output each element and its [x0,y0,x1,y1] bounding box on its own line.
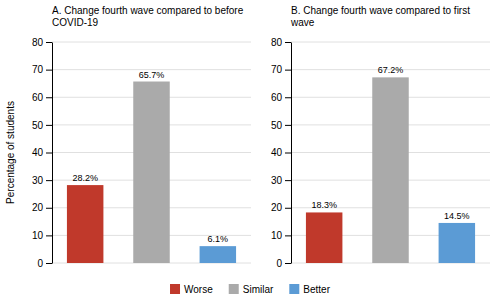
tick-mark [285,97,291,98]
tick-mark [46,42,52,43]
tick: 70 [271,64,291,75]
tick-label: 10 [271,230,283,241]
tick-label: 60 [32,92,44,103]
data-label: 67.2% [378,65,404,75]
tick-mark [46,70,52,71]
data-label: 14.5% [444,211,470,221]
tick-label: 30 [271,175,283,186]
tick-mark [285,235,291,236]
title: B. Change fourth wave compared to first … [290,5,473,28]
chart: 0 10 20 30 40 50 60 70 80 28.2% 65.7% 6.1% A. Change… [0,0,500,303]
tick-label: 70 [32,64,44,75]
legend-item: Worse [170,284,213,295]
bar [372,77,408,263]
tick-mark [285,180,291,181]
bar [439,223,475,263]
grid-line [291,42,490,43]
legend-label: Worse [184,284,213,295]
tick: 10 [32,230,52,241]
tick-mark [285,70,291,71]
tick: 80 [32,37,52,48]
tick-mark [46,97,52,98]
y-axis-title: Percentage of students [5,101,16,204]
grid [291,42,490,263]
tick: 40 [271,147,291,158]
legend: Worse Similar Better [170,284,331,295]
data-label: 6.1% [208,234,229,244]
data-label: 28.2% [72,173,98,183]
tick: 30 [271,175,291,186]
tick: 40 [32,147,52,158]
tick: 20 [271,202,291,213]
legend-item: Similar [229,284,274,295]
tick-label: 40 [32,147,44,158]
data-labels: 28.2% 65.7% 6.1% [72,70,228,245]
tick-label: 20 [32,202,44,213]
title: A. Change fourth wave compared to before… [52,5,246,28]
panel: 0 10 20 30 40 50 60 70 80 18.3% 67.2% 14.5% B. Chang… [271,5,490,269]
legend-label: Similar [243,284,274,295]
bars [306,77,475,263]
tick: 70 [32,64,52,75]
axis-line [52,43,53,264]
tick-mark [285,42,291,43]
tick: 80 [271,37,291,48]
tick: 10 [271,230,291,241]
bar [133,82,169,263]
tick: 50 [271,120,291,131]
y-axis: 0 10 20 30 40 50 60 70 80 [32,37,53,269]
tick-mark [46,180,52,181]
tick-mark [285,263,291,264]
tick-label: 70 [271,64,283,75]
tick-mark [46,208,52,209]
tick-label: 20 [271,202,283,213]
tick-label: 0 [37,258,43,269]
tick-mark [285,125,291,126]
bar [67,185,103,263]
tick-label: 50 [271,120,283,131]
tick-mark [46,125,52,126]
tick-mark [285,208,291,209]
tick: 30 [32,175,52,186]
tick-mark [285,153,291,154]
grid-line [52,42,251,43]
tick-label: 30 [32,175,44,186]
y-axis: 0 10 20 30 40 50 60 70 80 [271,37,292,269]
tick-mark [46,153,52,154]
tick-label: 50 [32,120,44,131]
tick-mark [46,263,52,264]
tick-label: 40 [271,147,283,158]
tick-label: 80 [271,37,283,48]
legend-swatch [170,284,180,294]
legend-swatch [229,284,239,294]
tick-label: 60 [271,92,283,103]
legend-item: Better [289,284,330,295]
tick: 60 [271,92,291,103]
bar [306,212,342,263]
grid [52,42,251,263]
tick: 0 [37,258,52,269]
data-labels: 18.3% 67.2% 14.5% [311,65,469,221]
tick-label: 0 [276,258,282,269]
data-label: 18.3% [311,200,337,210]
bar [200,246,236,263]
legend-label: Better [303,284,330,295]
tick-mark [46,235,52,236]
tick: 20 [32,202,52,213]
tick: 50 [32,120,52,131]
data-label: 65.7% [139,70,165,80]
tick: 60 [32,92,52,103]
tick: 0 [276,258,291,269]
tick-label: 80 [32,37,44,48]
axis-line [291,43,292,264]
panel: 0 10 20 30 40 50 60 70 80 28.2% 65.7% 6.1% A. Change… [5,5,251,269]
tick-label: 10 [32,230,44,241]
legend-swatch [289,284,299,294]
bars [67,82,236,263]
